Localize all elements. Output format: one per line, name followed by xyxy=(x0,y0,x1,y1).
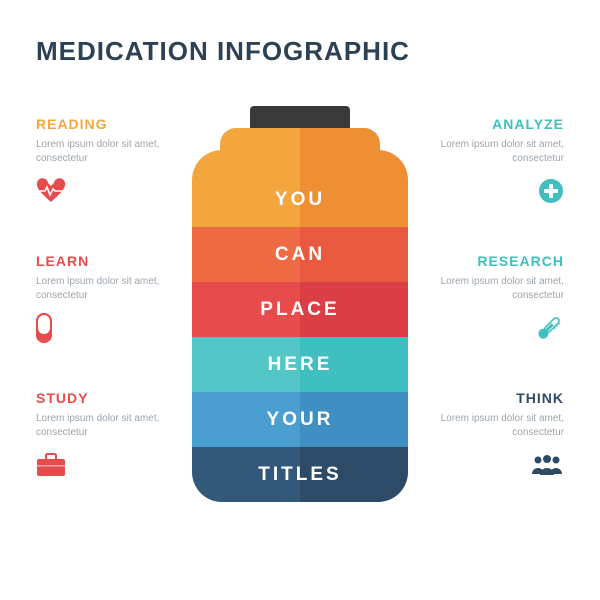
page-title: MEDICATION INFOGRAPHIC xyxy=(36,36,410,67)
item-title: RESEARCH xyxy=(429,253,564,269)
jar-stripe-label: YOU xyxy=(192,150,408,227)
jar-stripe: CAN xyxy=(192,227,408,282)
jar-neck-right xyxy=(300,128,380,150)
jar-stripe-label: CAN xyxy=(192,227,408,282)
jar-cap xyxy=(250,106,350,128)
item-think: THINK Lorem ipsum dolor sit amet, consec… xyxy=(429,390,564,479)
item-title: STUDY xyxy=(36,390,171,406)
heart-icon xyxy=(36,177,171,205)
item-title: ANALYZE xyxy=(429,116,564,132)
thermometer-icon xyxy=(429,314,564,342)
jar-stripe: HERE xyxy=(192,337,408,392)
jar-stripe-label: TITLES xyxy=(192,447,408,502)
item-title: READING xyxy=(36,116,171,132)
briefcase-icon xyxy=(36,451,171,479)
item-title: THINK xyxy=(429,390,564,406)
people-icon xyxy=(429,451,564,479)
item-body: Lorem ipsum dolor sit amet, consectetur xyxy=(36,412,171,439)
pill-icon xyxy=(36,314,171,342)
jar-stripe: YOU xyxy=(192,150,408,227)
left-column: READING Lorem ipsum dolor sit amet, cons… xyxy=(36,116,171,479)
right-column: ANALYZE Lorem ipsum dolor sit amet, cons… xyxy=(429,116,564,479)
item-learn: LEARN Lorem ipsum dolor sit amet, consec… xyxy=(36,253,171,342)
item-title: LEARN xyxy=(36,253,171,269)
item-body: Lorem ipsum dolor sit amet, consectetur xyxy=(36,275,171,302)
jar-body: YOUCANPLACEHEREYOURTITLES xyxy=(192,150,408,502)
item-reading: READING Lorem ipsum dolor sit amet, cons… xyxy=(36,116,171,205)
item-research: RESEARCH Lorem ipsum dolor sit amet, con… xyxy=(429,253,564,342)
item-analyze: ANALYZE Lorem ipsum dolor sit amet, cons… xyxy=(429,116,564,205)
jar-infographic: YOUCANPLACEHEREYOURTITLES xyxy=(192,106,408,502)
jar-stripe-label: HERE xyxy=(192,337,408,392)
item-body: Lorem ipsum dolor sit amet, consectetur xyxy=(36,138,171,165)
jar-stripe: PLACE xyxy=(192,282,408,337)
jar-neck xyxy=(192,128,408,150)
jar-stripe: TITLES xyxy=(192,447,408,502)
jar-neck-left xyxy=(220,128,300,150)
jar-stripe: YOUR xyxy=(192,392,408,447)
item-study: STUDY Lorem ipsum dolor sit amet, consec… xyxy=(36,390,171,479)
plus-icon xyxy=(429,177,564,205)
jar-stripe-label: PLACE xyxy=(192,282,408,337)
item-body: Lorem ipsum dolor sit amet, consectetur xyxy=(429,412,564,439)
jar-stripe-label: YOUR xyxy=(192,392,408,447)
item-body: Lorem ipsum dolor sit amet, consectetur xyxy=(429,275,564,302)
item-body: Lorem ipsum dolor sit amet, consectetur xyxy=(429,138,564,165)
